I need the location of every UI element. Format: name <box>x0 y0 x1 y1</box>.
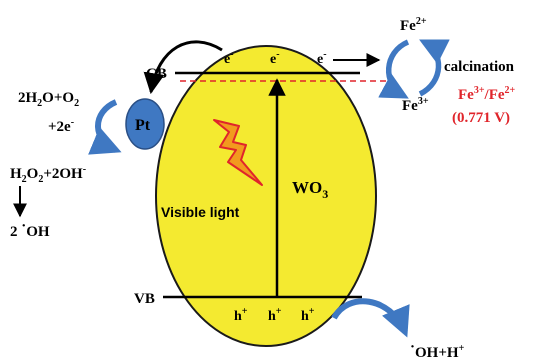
hole-label: h+ <box>234 306 248 324</box>
oxygen-reduction-arrow <box>88 99 122 155</box>
hydroxyl-radical-right: ·OH+H+ <box>410 339 465 361</box>
circular-arrows-icon <box>378 39 410 99</box>
electron-label: e- <box>270 49 280 67</box>
electron-label: e- <box>317 49 327 67</box>
lightning-bolt-icon <box>213 119 263 186</box>
vb-label: VB <box>134 291 155 307</box>
product-equation: H2O2+2OH- <box>10 164 86 185</box>
circular-arrows-icon <box>418 39 450 97</box>
pt-label: Pt <box>135 117 151 134</box>
calcination-label: calcination <box>444 59 515 75</box>
fe3-label: Fe3+ <box>402 96 429 114</box>
wo3-label: WO3 <box>292 178 328 201</box>
fe-potential-label: (0.771 V) <box>452 110 510 126</box>
wo3-particle <box>155 45 377 347</box>
hole-label: h+ <box>301 306 315 324</box>
electron-label: e- <box>224 49 234 67</box>
visible-light-label: Visible light <box>161 204 240 220</box>
fe2-label: Fe2+ <box>400 16 427 34</box>
cb-to-pt-arrow <box>143 40 223 95</box>
hole-label: h+ <box>268 306 282 324</box>
hole-oxidation-arrow <box>331 298 410 338</box>
electron-reactant: +2e- <box>48 117 74 135</box>
hydroxyl-radical-left: 2 ·OH <box>10 218 50 240</box>
reactant-equation: 2H2O+O2 <box>18 90 79 109</box>
fe-couple-label: Fe3+/Fe2+ <box>458 85 516 103</box>
pt-particle <box>125 98 165 150</box>
